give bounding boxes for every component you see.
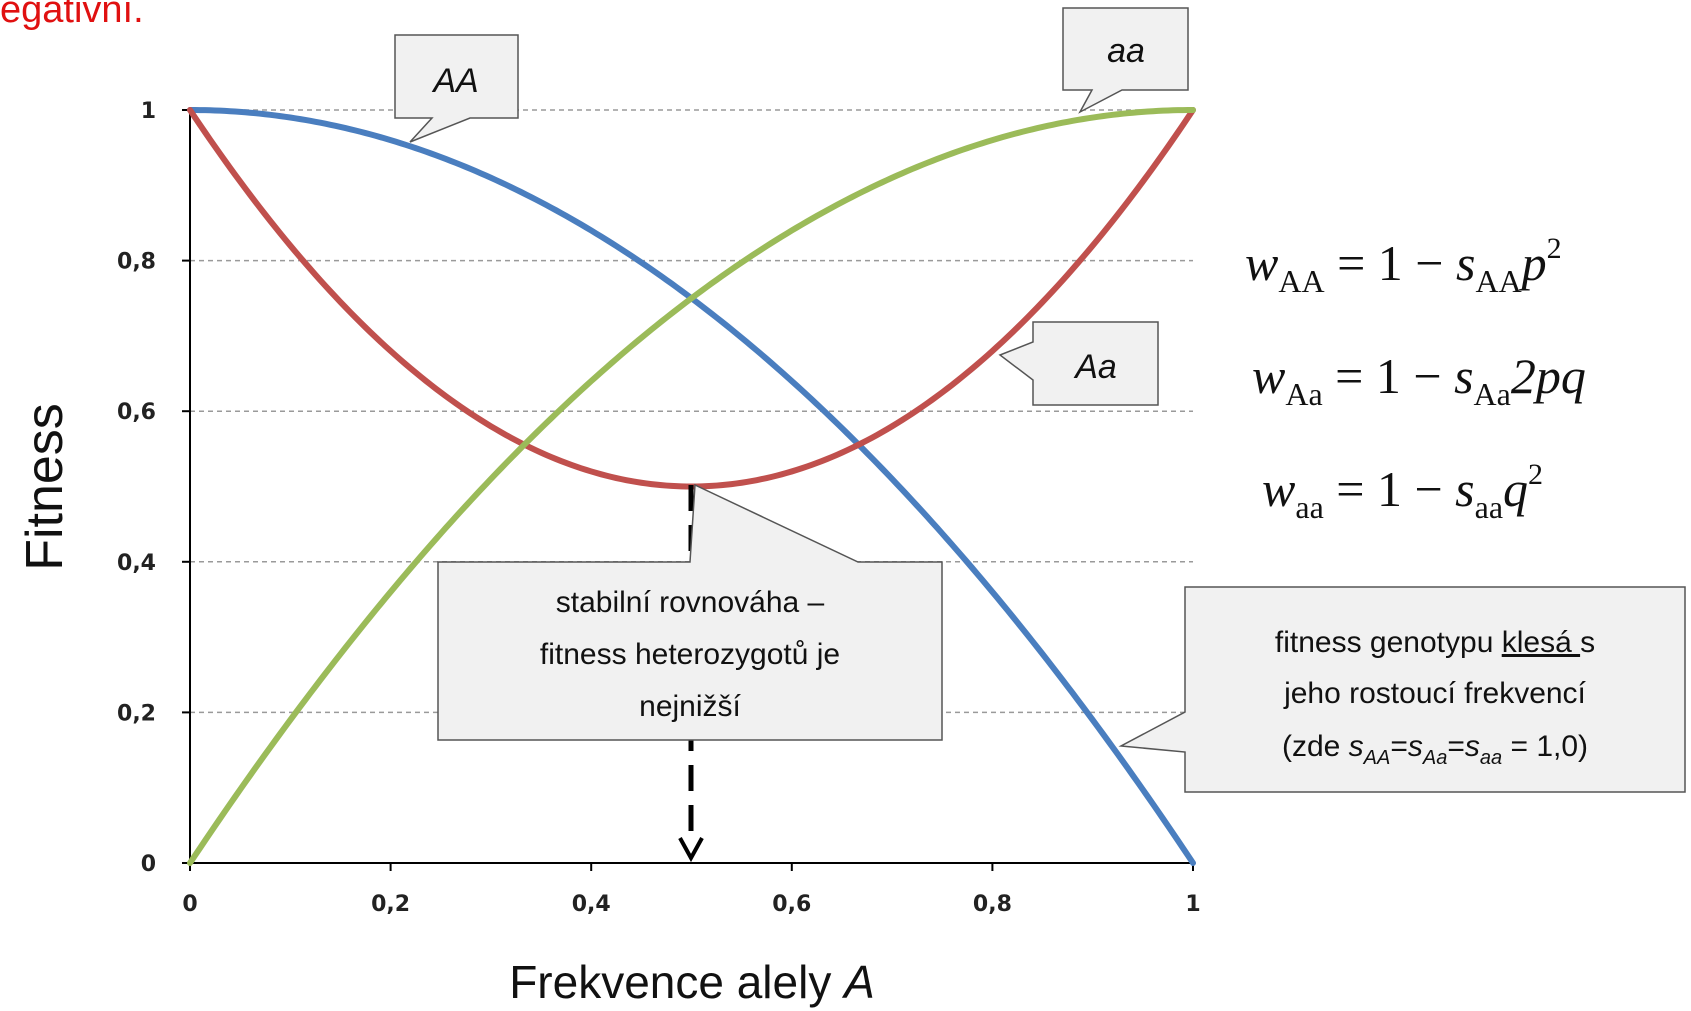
callout-aa-upper-box <box>394 34 519 143</box>
callout-label-aa: aa <box>1107 32 1145 70</box>
y-tick-label-4: 0,8 <box>117 250 156 275</box>
note-callout-box <box>1118 586 1686 793</box>
note-text-line1: fitness genotypu klesá s <box>1275 626 1595 659</box>
tick-labels: 0 0,2 0,4 0,6 0,8 1 0 0,2 0,4 0,6 0,8 1 <box>117 99 1201 917</box>
x-tick-label-1: 0,2 <box>371 892 410 917</box>
x-tick-label-3: 0,6 <box>772 892 811 917</box>
note-text-line3: (zde sAA=sAa=saa = 1,0) <box>1282 730 1588 769</box>
callout-label-AA: AA <box>431 62 478 100</box>
formula-wAA: wAA = 1 − sAAp2 <box>1245 232 1562 299</box>
y-tick-label-5: 1 <box>141 99 156 124</box>
series-line-aa <box>187 107 1196 866</box>
top-clipped-text: egativní. <box>0 0 144 31</box>
y-axis-title: Fitness <box>16 403 74 571</box>
x-tick-label-0: 0 <box>182 892 197 917</box>
y-tick-label-1: 0,2 <box>117 701 156 726</box>
x-axis-title: Frekvence alely A <box>509 956 875 1008</box>
x-tick-label-4: 0,8 <box>973 892 1012 917</box>
equilibrium-text-line2: fitness heterozygotů je <box>540 638 840 671</box>
callout-Aa-box <box>998 321 1159 406</box>
callout-label-Aa: Aa <box>1073 348 1117 386</box>
x-tick-label-5: 1 <box>1185 892 1200 917</box>
fitness-formulas: wAA = 1 − sAAp2 wAa = 1 − sAa2pq waa = 1… <box>1245 232 1586 525</box>
equilibrium-text-line1: stabilní rovnováha – <box>556 586 825 619</box>
x-tick-label-2: 0,4 <box>572 892 611 917</box>
y-tick-label-0: 0 <box>141 852 156 877</box>
equilibrium-text-line3: nejnižší <box>639 690 741 723</box>
y-tick-label-3: 0,6 <box>117 400 156 425</box>
equilibrium-callout-box <box>437 483 943 741</box>
note-text-line2: jeho rostoucí frekvencí <box>1283 677 1586 710</box>
formula-waa: waa = 1 − saaq2 <box>1262 458 1543 525</box>
formula-wAa: wAa = 1 − sAa2pq <box>1252 348 1586 412</box>
callout-aa-lower-box <box>1062 7 1189 114</box>
y-tick-label-2: 0,4 <box>117 551 156 576</box>
equilibrium-arrowhead <box>678 837 704 863</box>
